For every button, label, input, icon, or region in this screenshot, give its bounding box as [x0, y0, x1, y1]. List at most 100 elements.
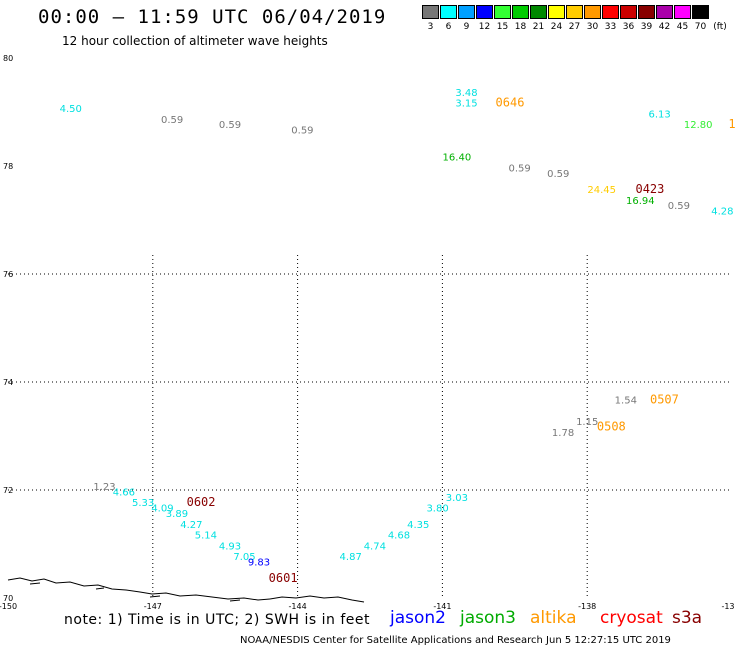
coastline-west: [7, 577, 271, 601]
wave-height-label: 4.09: [151, 504, 173, 515]
legend-swatch: [494, 5, 511, 19]
legend-label: 6: [445, 22, 452, 32]
footer-note: note: 1) Time is in UTC; 2) SWH is in fe…: [64, 612, 371, 628]
legend-swatch: [620, 5, 637, 19]
legend-label: 36: [622, 22, 635, 32]
longitude-tick-label: -150: [0, 602, 17, 611]
wave-height-label: 0.59: [547, 169, 569, 180]
legend-swatch: [530, 5, 547, 19]
wave-height-label: 6.13: [648, 109, 670, 120]
wave-height-label: 3.03: [446, 493, 468, 504]
legend-label: 33: [604, 22, 617, 32]
pass-time-label: 0646: [496, 96, 525, 110]
wave-height-label: 0.59: [668, 201, 690, 212]
wave-height-label: 3.48: [455, 88, 477, 99]
wave-height-label: 4.93: [219, 541, 241, 552]
pass-time-label: 0602: [187, 495, 216, 509]
wave-height-label: 5.33: [132, 498, 154, 509]
legend-units: (ft): [713, 22, 727, 32]
wave-height-label: 3.89: [166, 509, 188, 520]
satellite-name-altika: altika: [530, 608, 577, 628]
legend-swatch: [674, 5, 691, 19]
pass-time-label: 0507: [650, 393, 679, 407]
legend-label: 15: [496, 22, 509, 32]
legend-label: 30: [586, 22, 599, 32]
wave-height-label: 4.35: [407, 520, 429, 531]
alaska-coastline: [7, 577, 365, 603]
legend-swatch: [602, 5, 619, 19]
wave-height-label: 16.94: [626, 196, 655, 207]
latitude-tick-label: 76: [3, 270, 13, 279]
legend-swatch: [476, 5, 493, 19]
legend-swatch: [584, 5, 601, 19]
satellite-name-jason3: jason3: [460, 608, 516, 628]
wave-height-label: 1.15: [576, 417, 598, 428]
legend-swatch: [566, 5, 583, 19]
longitude-tick-label: -141: [433, 602, 451, 611]
legend-swatch: [692, 5, 709, 19]
legend-label: 70: [694, 22, 707, 32]
latitude-tick-label: 80: [3, 54, 13, 63]
longitude-tick-label: -147: [144, 602, 162, 611]
latitude-tick-label: 78: [3, 162, 13, 171]
coastline-east: [269, 595, 365, 603]
wave-height-label: 4.50: [60, 104, 82, 115]
wave-height-label: 0.59: [161, 115, 183, 126]
legend-swatch: [638, 5, 655, 19]
legend-label: 21: [532, 22, 545, 32]
wave-height-label: 4.28: [711, 207, 733, 218]
wave-height-label: 0.59: [291, 126, 313, 137]
wave-height-label: 1.78: [552, 428, 574, 439]
pass-time-label: 0508: [597, 420, 626, 434]
legend-swatch: [440, 5, 457, 19]
latitude-tick-label: 72: [3, 486, 13, 495]
wave-height-label: 1.23: [93, 482, 115, 493]
map-subtitle: 12 hour collection of altimeter wave hei…: [62, 34, 328, 48]
wave-height-label: 16.40: [443, 153, 472, 164]
wave-height-label: 0.59: [508, 163, 530, 174]
wave-height-label: 3.80: [426, 504, 448, 515]
legend-label: 27: [568, 22, 581, 32]
legend-swatch: [656, 5, 673, 19]
longitude-tick-label: -144: [289, 602, 307, 611]
legend-swatch: [512, 5, 529, 19]
pass-time-label: 0423: [635, 182, 664, 196]
wave-height-label: 4.87: [340, 552, 362, 563]
latitude-tick-label: 70: [3, 594, 13, 603]
satellite-name-cryosat: cryosat: [600, 608, 663, 628]
wave-height-label: 7.05: [233, 552, 255, 563]
pass-time-label: 1: [728, 117, 735, 131]
map-title: 00:00 — 11:59 UTC 06/04/2019: [38, 6, 387, 28]
wave-height-label: 4.27: [180, 520, 202, 531]
coastline-islands: [29, 582, 241, 602]
legend-swatch: [422, 5, 439, 19]
legend-label: 24: [550, 22, 563, 32]
satellite-name-jason2: jason2: [390, 608, 446, 628]
wave-height-label: 1.54: [615, 396, 637, 407]
pass-time-label: 0601: [269, 571, 298, 585]
longitude-tick-label: -13: [721, 602, 734, 611]
legend-label: 45: [676, 22, 689, 32]
wave-height-label: 3.15: [455, 99, 477, 110]
latitude-tick-label: 74: [3, 378, 13, 387]
wave-height-label: 4.68: [388, 531, 410, 542]
wave-height-color-legend: 3 6 9 12 15 18 21 24 27 30 33 36 39 42 45 70 (ft): [422, 5, 728, 35]
legend-label: 18: [514, 22, 527, 32]
wave-height-label: 5.14: [195, 531, 217, 542]
wave-height-label: 4.66: [113, 487, 135, 498]
legend-swatch: [458, 5, 475, 19]
legend-swatch: [548, 5, 565, 19]
legend-label: 42: [658, 22, 671, 32]
longitude-tick-label: -138: [578, 602, 596, 611]
footer-credit: NOAA/NESDIS Center for Satellite Applica…: [240, 635, 671, 646]
wave-height-label: 12.80: [684, 120, 713, 131]
wave-height-label: 9.83: [248, 558, 270, 569]
satellite-name-s3a: s3a: [672, 608, 703, 628]
legend-label: 9: [463, 22, 470, 32]
lat-lon-grid: [8, 255, 732, 598]
wave-height-label: 0.59: [219, 120, 241, 131]
legend-label: 3: [427, 22, 434, 32]
wave-height-label: 24.45: [587, 185, 616, 196]
legend-label: 39: [640, 22, 653, 32]
